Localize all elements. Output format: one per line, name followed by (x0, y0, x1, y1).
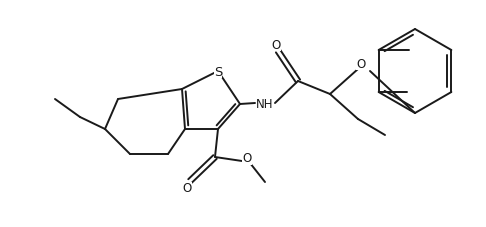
Text: O: O (182, 182, 191, 195)
Text: NH: NH (256, 97, 274, 110)
Text: O: O (271, 38, 280, 51)
Text: O: O (356, 57, 365, 70)
Text: S: S (214, 65, 222, 78)
Text: O: O (243, 152, 252, 165)
